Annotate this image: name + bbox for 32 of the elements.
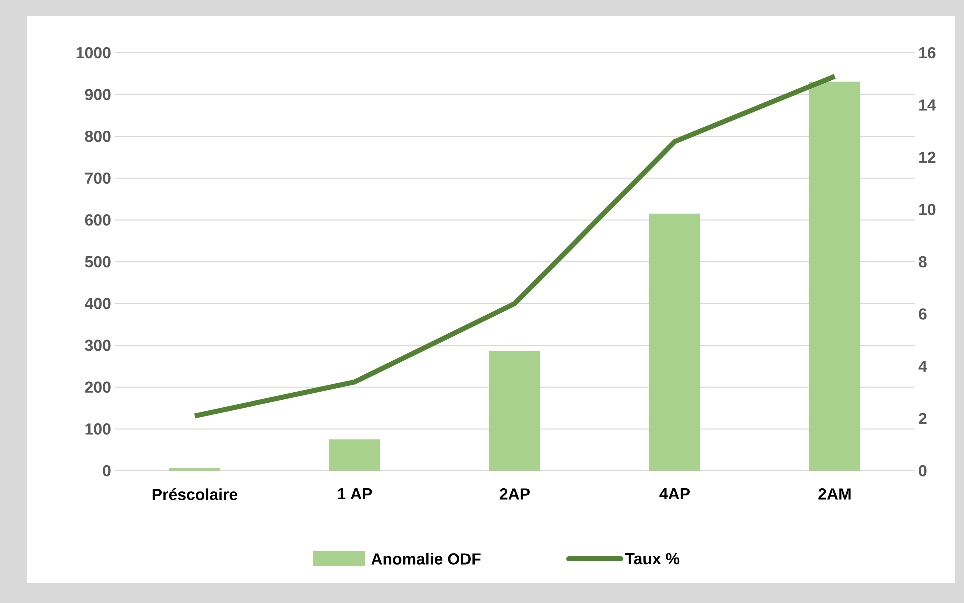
- y-tick-label: 1000: [76, 47, 111, 59]
- y-tick-label: 100: [86, 424, 111, 435]
- x-tick-label: 4AP: [660, 488, 690, 500]
- y2-tick-label: 6: [919, 308, 927, 320]
- bar: [650, 214, 700, 471]
- legend-label: Anomalie ODF: [372, 553, 481, 565]
- x-tick-label: 2AP: [500, 488, 530, 500]
- bar: [330, 440, 381, 471]
- legend-label: Taux %: [625, 553, 680, 565]
- y-tick-label: 200: [85, 382, 111, 394]
- y2-tick-label: 16: [920, 47, 936, 59]
- y-tick-label: 600: [85, 214, 111, 226]
- x-tick-label: Préscolaire: [152, 488, 238, 500]
- y-tick-label: 300: [85, 340, 111, 352]
- y2-tick-label: 8: [919, 256, 927, 268]
- x-tick-label: 1 AP: [338, 488, 372, 500]
- y-tick-label: 800: [85, 130, 111, 142]
- bar: [170, 468, 221, 471]
- y-tick-label: 700: [85, 172, 111, 184]
- y2-tick-label: 12: [920, 152, 936, 164]
- y-tick-label: 400: [85, 298, 111, 310]
- bar: [810, 82, 861, 471]
- y2-tick-label: 0: [919, 465, 927, 477]
- y2-tick-label: 2: [919, 413, 927, 424]
- y2-tick-label: 14: [920, 100, 936, 111]
- y-tick-label: 500: [85, 256, 111, 268]
- y-tick-label: 0: [103, 465, 111, 477]
- y2-tick-label: 10: [920, 204, 936, 216]
- x-tick-label: 2AM: [818, 488, 851, 500]
- y-tick-label: 900: [85, 89, 111, 100]
- bar: [490, 351, 541, 471]
- y2-tick-label: 4: [918, 360, 928, 372]
